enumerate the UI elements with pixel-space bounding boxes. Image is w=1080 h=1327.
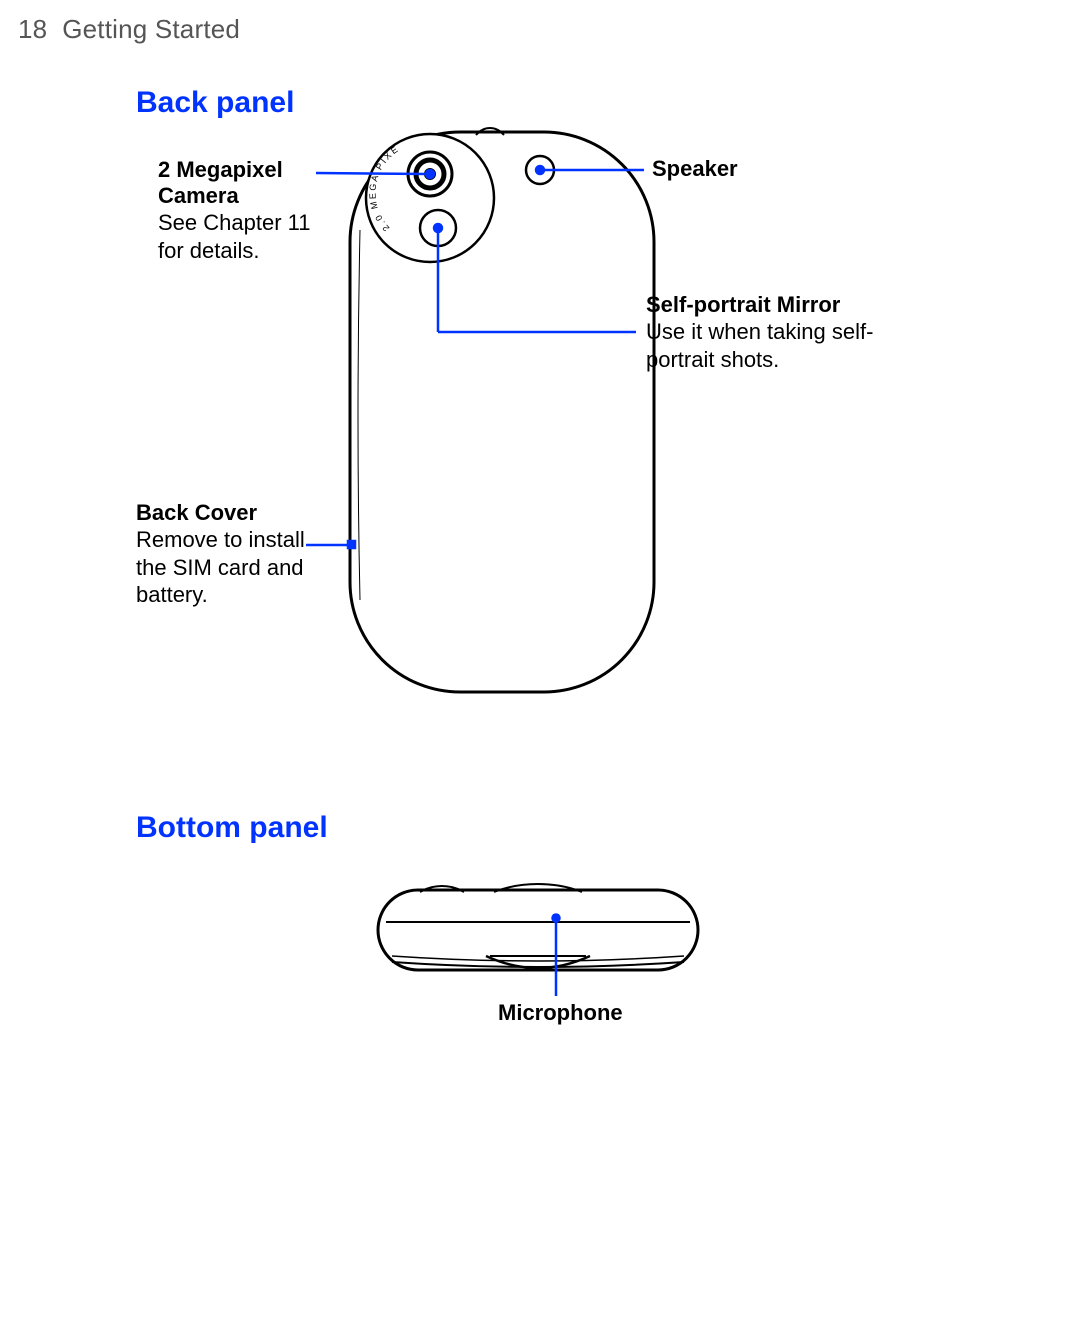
callout-mirror: Self-portrait Mirror Use it when taking …: [646, 292, 906, 373]
callout-backcover-desc-1: Remove to install: [136, 526, 336, 554]
callout-camera-title-2: Camera: [158, 183, 318, 209]
callout-back-cover: Back Cover Remove to install the SIM car…: [136, 500, 336, 609]
callout-camera: 2 Megapixel Camera See Chapter 11 for de…: [158, 157, 318, 264]
callout-speaker: Speaker: [652, 156, 738, 182]
callout-speaker-title: Speaker: [652, 156, 738, 182]
bottom-panel-diagram: [0, 870, 1080, 1070]
callout-camera-desc-2: for details.: [158, 237, 318, 265]
back-panel-diagram: 2.0 MEGA PIXELS: [0, 0, 1080, 760]
callout-mirror-title: Self-portrait Mirror: [646, 292, 906, 318]
callout-backcover-title: Back Cover: [136, 500, 336, 526]
callout-camera-title-1: 2 Megapixel: [158, 157, 318, 183]
callout-mirror-desc-1: Use it when taking self-: [646, 318, 906, 346]
callout-mirror-desc-2: portrait shots.: [646, 346, 906, 374]
section-title-bottom-panel: Bottom panel: [136, 811, 328, 845]
callout-backcover-desc-2: the SIM card and: [136, 554, 336, 582]
callout-mic-title: Microphone: [498, 1000, 623, 1026]
callout-microphone: Microphone: [498, 1000, 623, 1026]
callout-camera-desc-1: See Chapter 11: [158, 209, 318, 237]
callout-backcover-desc-3: battery.: [136, 581, 336, 609]
